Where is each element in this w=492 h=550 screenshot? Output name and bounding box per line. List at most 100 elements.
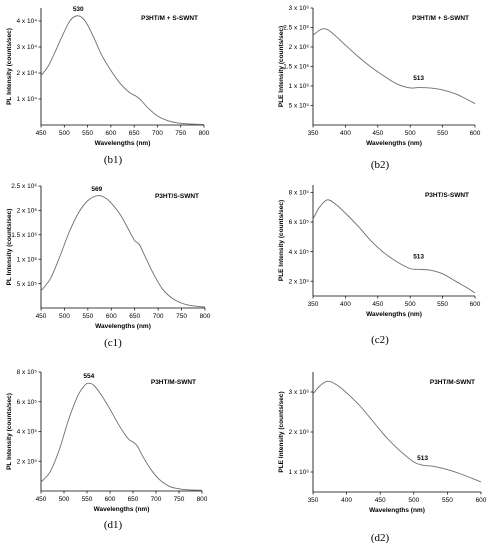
x-tick-label: 600 [106, 313, 117, 320]
y-tick-label: 1.5 x 10⁶ [283, 64, 309, 71]
panel-title: P3HT/M-SWNT [430, 379, 475, 386]
y-tick-label: 2 x 10⁶ [289, 44, 310, 51]
x-tick-label: 500 [59, 313, 70, 320]
peak-annotation: 554 [83, 373, 94, 380]
x-axis-label: Wavelengths (nm) [95, 140, 151, 147]
x-tick-label: 750 [175, 130, 186, 137]
series-line [312, 380, 482, 483]
x-tick-label: 550 [82, 313, 93, 320]
y-tick-label: 3 x 10⁶ [289, 5, 310, 12]
x-tick-label: 500 [405, 301, 416, 308]
x-tick-label: 750 [176, 313, 187, 320]
panel-caption: (b2) [371, 159, 390, 171]
panel-caption: (d1) [104, 519, 123, 531]
x-tick-label: 500 [405, 130, 416, 137]
x-tick-label: 800 [199, 130, 210, 137]
x-tick-label: 600 [470, 301, 481, 308]
series-line [40, 195, 206, 308]
peak-annotation: 513 [413, 253, 424, 260]
x-tick-label: 500 [59, 130, 70, 137]
y-tick-label: 8 x 10⁵ [289, 190, 310, 197]
x-tick-label: 550 [82, 496, 93, 503]
peak-annotation: 530 [73, 6, 84, 13]
y-tick-label: 2 x 10⁶ [289, 429, 310, 436]
y-tick-label: 1.5 x 10⁶ [11, 232, 37, 239]
x-tick-label: 500 [59, 496, 70, 503]
x-tick-label: 450 [372, 301, 383, 308]
y-axis-label: PLE Intensity (counts/sec) [278, 200, 285, 281]
y-axis-label: PL Intensity (counts/sec) [6, 28, 13, 105]
panel-b2: 350 400 450 500 550 600 5 x 10⁵ 1 x 10⁶ 1.5 x 10… [278, 5, 481, 171]
x-tick-label: 450 [372, 130, 383, 137]
panel-title: P3HT/M + S-SWNT [412, 15, 469, 22]
y-tick-label: 4 x 10⁵ [289, 249, 310, 256]
y-tick-label: 2 x 10⁵ [289, 278, 310, 285]
x-tick-label: 600 [470, 130, 481, 137]
x-tick-label: 450 [36, 130, 47, 137]
x-tick-label: 550 [437, 130, 448, 137]
y-tick-label: 3 x 10⁴ [17, 44, 38, 51]
x-axis-label: Wavelengths (nm) [369, 507, 425, 514]
x-tick-label: 350 [308, 301, 319, 308]
x-tick-label: 600 [476, 497, 487, 504]
y-tick-label: 2 x 10⁵ [17, 458, 38, 465]
series-line [312, 199, 476, 294]
y-tick-label: 6 x 10⁵ [17, 399, 38, 406]
y-tick-label: 5 x 10⁵ [17, 281, 38, 288]
y-tick-label: 8 x 10⁵ [17, 369, 38, 376]
y-tick-label: 4 x 10⁴ [17, 18, 38, 25]
peak-annotation: 513 [417, 455, 428, 462]
panel-c1: 450 500 550 600 650 700 750 800 5 x 10⁵ 1 x 10⁶ 1.… [6, 183, 211, 349]
y-tick-label: 1 x 10⁶ [289, 469, 310, 476]
x-tick-label: 350 [308, 130, 319, 137]
x-tick-label: 650 [129, 130, 140, 137]
panel-title: P3HT/S-SWNT [155, 193, 199, 200]
y-axis-label: PL Intensity (counts/sec) [6, 393, 13, 470]
y-axis-label: PLE Intensity (counts/sec) [278, 26, 285, 107]
x-tick-label: 700 [151, 496, 162, 503]
panel-d2: 350 400 450 500 550 600 1 x 10⁶ 2 x 10⁶ 3 x 10⁶ W… [278, 372, 487, 544]
panel-c2: 350 400 450 500 550 600 2 x 10⁵ 4 x 10⁵ 6 x 10⁵ 8… [278, 185, 481, 346]
x-tick-label: 800 [197, 496, 208, 503]
x-tick-label: 400 [340, 130, 351, 137]
y-tick-label: 5 x 10⁵ [289, 103, 310, 110]
panel-caption: (c1) [104, 337, 122, 349]
x-tick-label: 750 [174, 496, 185, 503]
x-tick-label: 600 [105, 496, 116, 503]
x-tick-label: 450 [36, 313, 47, 320]
x-tick-label: 550 [82, 130, 93, 137]
panel-title: P3HT/S-SWNT [425, 192, 469, 199]
series-line [40, 15, 205, 125]
y-tick-label: 1 x 10⁶ [289, 83, 310, 90]
x-tick-label: 650 [129, 313, 140, 320]
x-axis-label: Wavelengths (nm) [366, 140, 422, 147]
x-tick-label: 550 [437, 301, 448, 308]
panel-d1: 450 500 550 600 650 700 750 800 2 x 10⁵ 4 x 10⁵ 6 … [6, 369, 208, 531]
y-axis-label: PL Intensity (counts/sec) [6, 209, 13, 286]
panel-b1: 450 500 550 600 650 700 750 800 1 x 10⁴ 2 x 10⁴ 3 … [6, 6, 210, 166]
x-axis-label: Wavelengths (nm) [95, 323, 151, 330]
panel-caption: (d2) [371, 532, 390, 544]
panel-title: P3HT/M-SWNT [151, 379, 196, 386]
y-tick-label: 4 x 10⁵ [17, 429, 38, 436]
x-tick-label: 400 [340, 301, 351, 308]
x-tick-label: 350 [308, 497, 319, 504]
y-tick-label: 3 x 10⁶ [289, 389, 310, 396]
y-tick-label: 1 x 10⁴ [17, 96, 38, 103]
x-tick-label: 700 [152, 130, 163, 137]
panel-caption: (b1) [104, 154, 123, 166]
y-tick-label: 2.5 x 10⁶ [11, 183, 37, 190]
x-tick-label: 800 [200, 313, 211, 320]
x-tick-label: 450 [36, 496, 47, 503]
y-axis-label: PLE Intensity (counts/sec) [278, 391, 285, 472]
x-tick-label: 400 [341, 497, 352, 504]
x-tick-label: 450 [375, 497, 386, 504]
y-tick-label: 1 x 10⁶ [17, 256, 38, 263]
panel-caption: (c2) [371, 334, 389, 346]
x-tick-label: 700 [153, 313, 164, 320]
y-tick-label: 2.5 x 10⁶ [283, 25, 309, 32]
series-line [40, 382, 203, 491]
panel-title: P3HT/M + S-SWNT [141, 15, 198, 22]
y-tick-label: 6 x 10⁵ [289, 219, 310, 226]
